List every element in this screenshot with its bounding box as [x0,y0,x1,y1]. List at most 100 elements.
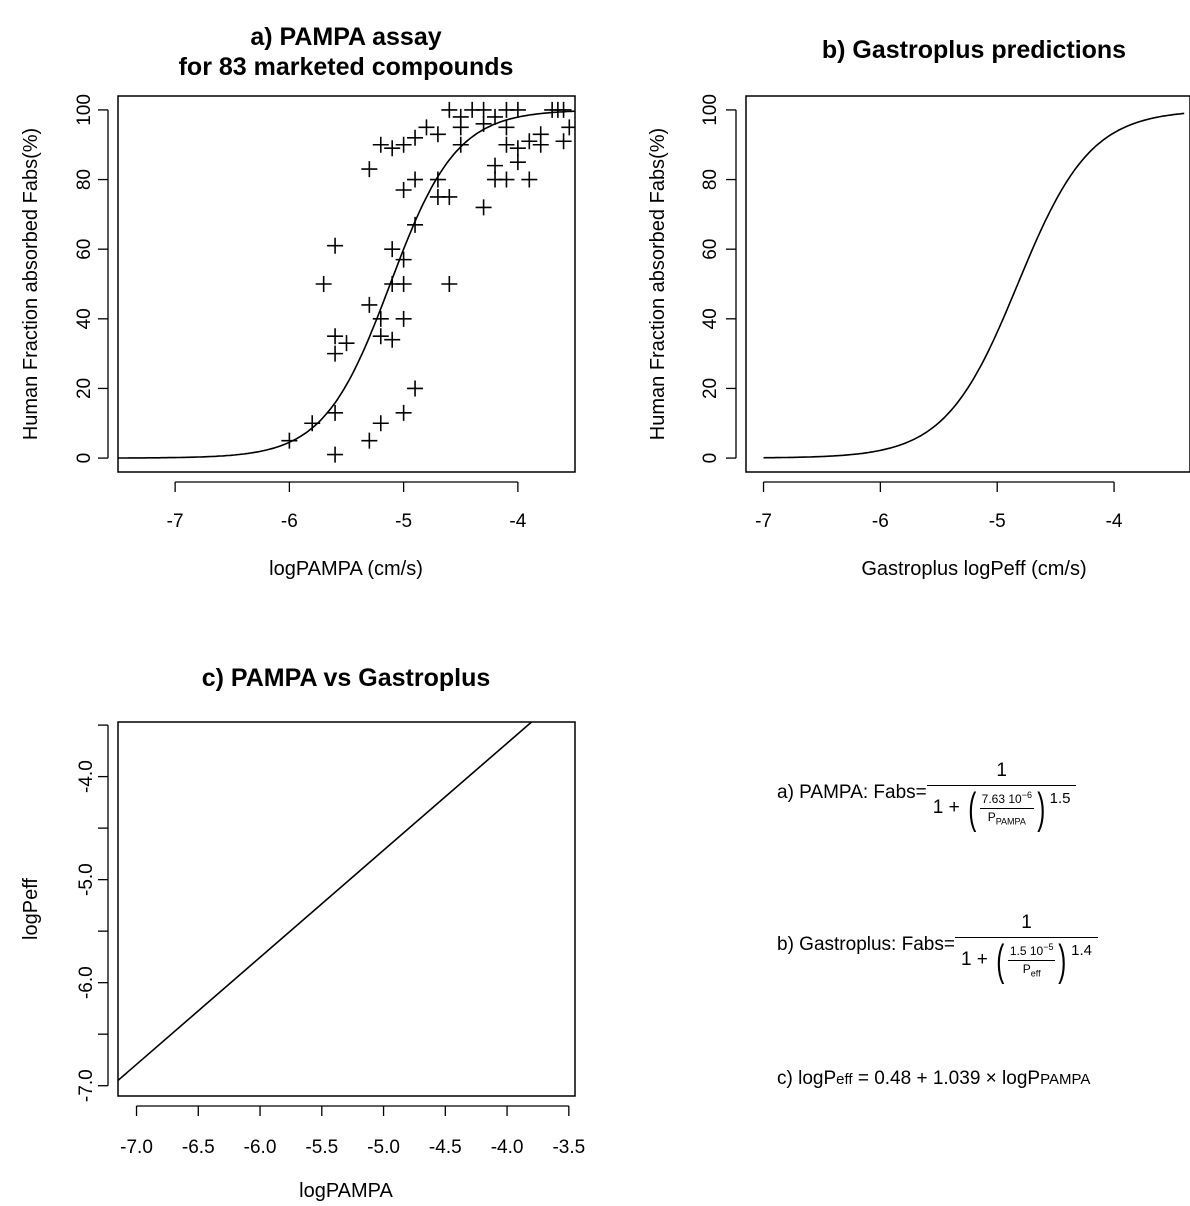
panel-b-x-axis-label: Gastroplus logPeff (cm/s) [861,558,1086,580]
panel-a-data-point [475,199,492,216]
panel-a-data-point [452,119,469,136]
panel-b-y-tick-label: 40 [700,308,721,329]
equation-b-exponent: 1.4 [1071,942,1092,959]
equation-b-var-sub: eff [1030,968,1041,979]
panel-a-fit-curve [118,110,575,459]
panel-a-x-axis-label: logPAMPA (cm/s) [269,558,423,580]
equation-a: a) PAMPA: Fabs= 1 1 + ( 7.63 10−6 PPAMPA… [777,760,1077,830]
panel-a-data-point [327,328,344,345]
panel-c-regression-line [118,722,533,1082]
panel-a-x-tick-label: -4 [509,511,526,532]
panel-a-data-point [395,251,412,268]
equation-b-ref-exp: −5 [1043,942,1054,952]
panel-b-x-tick-label: -6 [872,511,889,532]
equation-a-var-sub: PAMPA [995,816,1026,827]
panel-b-y-tick-label: 80 [700,169,721,190]
panel-a-data-point [452,136,469,153]
panel-c-x-tick-label: -4.5 [429,1137,462,1158]
equation-a-numerator: 1 [996,760,1007,781]
panel-a-data-point [441,101,458,118]
panel-a-data-point [395,310,412,327]
panel-c-x-tick-label: -6.0 [244,1137,277,1158]
equation-c-rhs-sub: PAMPA [1040,1070,1091,1088]
panel-b-y-tick-label: 20 [700,378,721,399]
panel-b-y-axis-label: Human Fraction absorbed Fabs(%) [647,128,669,440]
panel-a-data-point [407,216,424,233]
panel-c-y-tick-label: -4.0 [76,760,97,793]
panel-a-data-point [555,133,572,150]
equation-b-var: P [1022,961,1031,976]
panel-a-data-point [372,136,389,153]
panel-a-data-point [441,276,458,292]
panel-b-y-tick-label: 100 [700,94,721,126]
panel-a-data-point [561,119,575,136]
panel-a-data-point [361,296,378,313]
panel-c-title-line-1: c) PAMPA vs Gastroplus [202,664,491,692]
panel-a-data-point [418,119,435,136]
panel-a-data-point [372,415,389,432]
panel-a-y-tick-label: 80 [74,169,95,190]
panel-a-data-point [384,331,401,348]
panel-a-data-point [407,129,424,146]
equation-b-numerator: 1 [1021,912,1032,933]
panel-a-data-point [532,126,549,143]
panel-a-data-point [281,432,298,449]
panel-a-x-tick-label: -5 [395,511,412,532]
panel-a-plot-frame [117,95,576,473]
panel-a-y-tick-label: 100 [74,94,95,126]
panel-b-x-tick-label: -4 [1106,511,1123,532]
panel-a-data-point [372,310,389,327]
panel-b-prediction-curve [763,112,1185,459]
panel-a-x-tick-label: -7 [167,511,184,532]
equation-c: c) logP eff = 0.48 + 1.039 × logP PAMPA [777,1068,1090,1090]
panel-a-title-line-1: a) PAMPA assay [250,23,441,51]
panel-a-data-point [509,154,526,171]
panel-c-y-tick-label: -7.0 [76,1069,97,1102]
panel-a-data-point [487,108,504,125]
panel-b-x-tick-label: -5 [989,511,1006,532]
equation-b-label: b) Gastroplus: Fabs= [777,934,955,956]
panel-a-y-tick-label: 20 [74,378,95,399]
equation-b-ref: 1.5 10 [1009,944,1044,958]
panel-a-data-point [509,140,526,157]
panel-a-data-point [429,126,446,143]
panel-a-data-point [384,140,401,157]
panel-b-title-line-1: b) Gastroplus predictions [822,36,1126,64]
panel-a-title-line-2: for 83 marketed compounds [179,53,514,81]
panel-a-data-point [475,101,492,118]
panel-c-y-tick-label: -6.0 [76,966,97,999]
panel-c-x-tick-label: -5.5 [305,1137,338,1158]
equation-a-label: a) PAMPA: Fabs= [777,782,927,804]
panel-a-data-point [384,241,401,258]
panel-c-plot-frame [117,721,576,1097]
panel-c-y-tick-label: -5.0 [76,863,97,896]
equation-b-one: 1 [960,949,972,971]
panel-a-data-point [487,157,504,174]
equation-a-var: P [987,809,996,824]
panel-a-data-point [395,404,412,421]
panel-b-x-tick-label: -7 [755,511,772,532]
panel-c-x-tick-label: -3.5 [552,1137,585,1158]
panel-a-data-point [498,119,515,136]
panel-a-data-point [441,188,458,205]
panel-a-data-point [429,171,446,188]
panel-a-data-point [395,182,412,198]
panel-c-x-tick-label: -7.0 [120,1137,153,1158]
panel-a-data-point [361,432,378,449]
panel-a-data-point [372,328,389,345]
panel-a-data-point [521,133,538,150]
panel-a-data-point [304,415,321,432]
panel-a-data-point [521,171,538,188]
panel-b-y-tick-label: 60 [700,239,721,260]
panel-c-x-tick-label: -6.5 [182,1137,215,1158]
panel-a-y-tick-label: 60 [74,239,95,260]
panel-a-data-point [509,101,526,118]
panel-b-y-tick-label: 0 [700,453,721,464]
panel-c-y-axis-label: logPeff [20,878,42,940]
panel-a-data-point [327,345,344,362]
panel-a-data-point [549,101,566,118]
equation-a-one: 1 [932,797,944,819]
panel-a-data-point [498,136,515,153]
